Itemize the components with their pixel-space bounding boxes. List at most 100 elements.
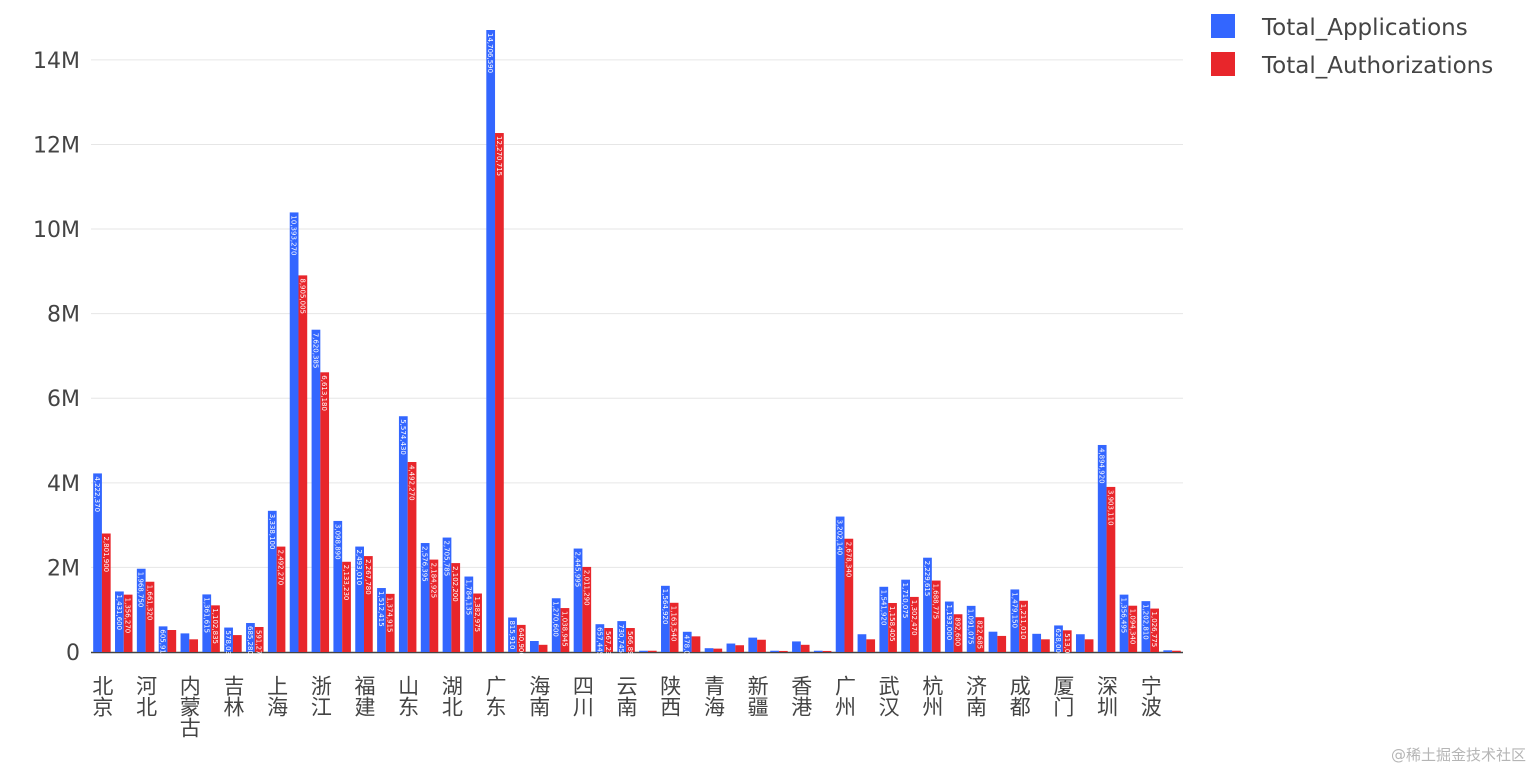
bar-authorizations-上海[interactable] — [276, 546, 286, 652]
bar-applications-西藏[interactable] — [639, 650, 648, 652]
bar-authorizations-台湾[interactable] — [778, 650, 788, 652]
bar-authorizations-宁波[interactable] — [1150, 608, 1159, 652]
bar-authorizations-济南[interactable] — [975, 617, 985, 652]
legend-swatch-authorizations[interactable] — [1211, 52, 1235, 76]
bar-applications-沈阳[interactable] — [988, 631, 998, 652]
bar-authorizations-湖北[interactable] — [451, 563, 461, 652]
bar-authorizations-广东[interactable] — [495, 133, 504, 652]
bar-applications-宁夏[interactable] — [726, 643, 736, 652]
bar-applications-福建[interactable] — [355, 546, 364, 652]
bar-applications-湖北[interactable] — [442, 537, 452, 652]
bar-authorizations-陕西[interactable] — [669, 602, 679, 652]
bar-authorizations-宁夏[interactable] — [735, 645, 745, 652]
bar-authorizations-澳门[interactable] — [822, 650, 832, 652]
bar-authorizations-四川[interactable] — [582, 566, 592, 652]
bar-applications-四川[interactable] — [573, 548, 583, 652]
bar-authorizations-山东[interactable] — [407, 462, 417, 652]
bar-authorizations-云南[interactable] — [626, 628, 635, 652]
bar-applications-江西[interactable] — [377, 588, 386, 652]
bar-applications-北京[interactable] — [93, 473, 102, 652]
bar-applications-青海[interactable] — [704, 648, 714, 652]
bar-authorizations-内蒙古[interactable] — [189, 639, 199, 652]
bar-authorizations-江苏[interactable] — [298, 275, 308, 652]
bar-authorizations-西藏[interactable] — [647, 650, 657, 652]
bar-applications-海南[interactable] — [529, 641, 539, 652]
bar-authorizations-长春[interactable] — [866, 639, 876, 652]
bar-applications-广西[interactable] — [508, 617, 517, 652]
bar-applications-长春[interactable] — [857, 634, 867, 652]
bar-applications-武汉[interactable] — [879, 586, 889, 652]
bar-authorizations-浙江[interactable] — [320, 372, 330, 652]
bar-authorizations-深圳[interactable] — [1106, 486, 1116, 652]
bar-authorizations-青海[interactable] — [713, 648, 723, 652]
bar-applications-大连[interactable] — [1032, 633, 1042, 652]
bar-applications-上海[interactable] — [267, 510, 277, 652]
bar-authorizations-广州[interactable] — [844, 538, 854, 652]
bar-applications-辽宁[interactable] — [202, 594, 212, 652]
bar-applications-西安[interactable] — [944, 601, 954, 652]
bar-authorizations-沈阳[interactable] — [997, 635, 1007, 652]
bar-applications-河北[interactable] — [136, 568, 146, 652]
bar-applications-重庆[interactable] — [551, 598, 561, 652]
bar-applications-河南[interactable] — [420, 543, 430, 652]
bar-authorizations-福建[interactable] — [364, 556, 373, 652]
bar-applications-深圳[interactable] — [1097, 444, 1107, 652]
bar-applications-成都[interactable] — [1010, 589, 1020, 652]
bar-authorizations-黑龙江[interactable] — [254, 626, 264, 652]
bar-applications-云南[interactable] — [617, 621, 627, 652]
bar-applications-甘肃[interactable] — [682, 631, 692, 652]
legend-label-applications[interactable]: Total_Applications — [1261, 15, 1468, 41]
bar-authorizations-青岛[interactable] — [1128, 605, 1138, 652]
bar-authorizations-其他[interactable] — [1172, 650, 1181, 652]
legend-label-authorizations[interactable]: Total_Authorizations — [1261, 53, 1493, 79]
bar-authorizations-山西[interactable] — [167, 630, 177, 652]
bar-authorizations-甘肃[interactable] — [691, 636, 701, 652]
bar-authorizations-大连[interactable] — [1041, 639, 1050, 652]
bar-authorizations-吉林[interactable] — [232, 635, 242, 652]
bar-applications-香港[interactable] — [792, 641, 801, 652]
bar-applications-南京[interactable] — [901, 579, 910, 652]
legend-swatch-applications[interactable] — [1211, 14, 1235, 38]
bar-applications-新疆[interactable] — [748, 637, 758, 652]
bar-applications-吉林[interactable] — [224, 627, 233, 652]
bar-authorizations-北京[interactable] — [101, 533, 111, 652]
bar-applications-陕西[interactable] — [661, 585, 670, 652]
bar-authorizations-香港[interactable] — [800, 644, 810, 652]
bar-applications-黑龙江[interactable] — [246, 623, 255, 652]
bar-authorizations-重庆[interactable] — [560, 608, 570, 652]
bar-applications-杭州[interactable] — [923, 557, 932, 652]
bar-applications-山东[interactable] — [398, 416, 408, 652]
bar-applications-山西[interactable] — [158, 626, 168, 652]
bar-authorizations-湖南[interactable] — [473, 593, 482, 652]
bar-authorizations-河北[interactable] — [145, 581, 155, 652]
bar-authorizations-江西[interactable] — [385, 593, 395, 652]
bar-applications-安徽[interactable] — [333, 520, 343, 652]
bar-applications-内蒙古[interactable] — [180, 633, 190, 652]
bar-authorizations-西安[interactable] — [953, 614, 963, 652]
bar-authorizations-新疆[interactable] — [757, 639, 766, 652]
bar-applications-广州[interactable] — [835, 516, 845, 652]
bar-authorizations-广西[interactable] — [516, 624, 526, 652]
bar-authorizations-武汉[interactable] — [888, 603, 897, 652]
bar-applications-哈尔滨[interactable] — [1075, 634, 1085, 652]
bar-authorizations-河南[interactable] — [429, 559, 439, 652]
bar-applications-厦门[interactable] — [1054, 625, 1063, 652]
bar-applications-江苏[interactable] — [289, 212, 299, 652]
bar-authorizations-安徽[interactable] — [342, 561, 351, 652]
bar-applications-广东[interactable] — [486, 30, 496, 652]
bar-applications-浙江[interactable] — [311, 329, 321, 652]
bar-authorizations-南京[interactable] — [910, 596, 919, 652]
bar-applications-台湾[interactable] — [770, 650, 779, 652]
bar-applications-天津[interactable] — [115, 591, 124, 652]
bar-authorizations-哈尔滨[interactable] — [1084, 639, 1094, 652]
bar-applications-湖南[interactable] — [464, 576, 474, 652]
bar-applications-其他[interactable] — [1163, 650, 1173, 652]
bar-applications-澳门[interactable] — [813, 650, 823, 652]
bar-applications-青岛[interactable] — [1119, 594, 1129, 652]
bar-authorizations-厦门[interactable] — [1062, 630, 1072, 652]
bar-authorizations-杭州[interactable] — [931, 580, 941, 652]
bar-applications-宁波[interactable] — [1141, 601, 1151, 652]
bar-applications-贵州[interactable] — [595, 624, 605, 652]
bar-authorizations-天津[interactable] — [123, 594, 133, 652]
bar-authorizations-成都[interactable] — [1019, 600, 1028, 652]
